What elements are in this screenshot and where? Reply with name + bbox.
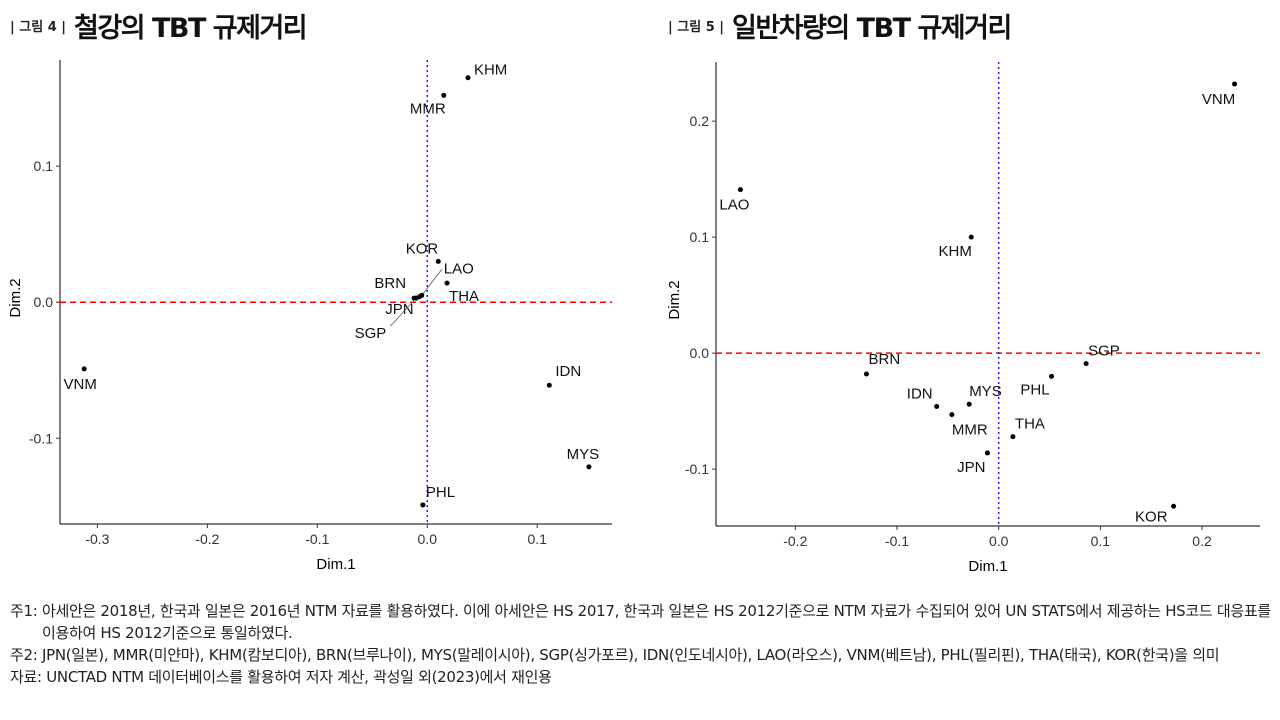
x-tick-label: 0.0 bbox=[989, 533, 1009, 549]
point-label: MMR bbox=[410, 100, 446, 117]
data-point bbox=[984, 450, 990, 456]
point-label: MMR bbox=[952, 422, 988, 439]
leader-line bbox=[389, 297, 417, 327]
point-label: KOR bbox=[406, 240, 439, 257]
point-label: LAO bbox=[719, 197, 749, 214]
x-tick-label: -0.2 bbox=[783, 533, 807, 549]
point-label: IDN bbox=[555, 363, 581, 380]
figure-title: 일반차량의 TBT 규제거리 bbox=[732, 13, 1012, 44]
data-point bbox=[968, 234, 974, 240]
notes: 주1: 아세안은 2018년, 한국과 일본은 2016년 NTM 자료를 활용… bbox=[10, 600, 1280, 688]
point-label: VNM bbox=[64, 376, 97, 393]
y-axis-label: Dim.2 bbox=[7, 278, 24, 317]
x-axis-label: Dim.1 bbox=[968, 558, 1007, 575]
point-label: SGP bbox=[355, 325, 387, 342]
note-2: 주2: JPN(일본), MMR(미얀마), KHM(캄보디아), BRN(브루… bbox=[10, 646, 1220, 664]
figure-title: 철강의 TBT 규제거리 bbox=[74, 13, 308, 44]
point-label: JPN bbox=[957, 459, 985, 476]
data-point bbox=[1232, 81, 1238, 87]
x-tick-label: -0.3 bbox=[85, 531, 109, 547]
data-point bbox=[1010, 434, 1016, 440]
point-label: SGP bbox=[1088, 343, 1120, 360]
data-point bbox=[441, 92, 447, 98]
x-tick-label: -0.2 bbox=[195, 531, 219, 547]
x-tick-label: 0.1 bbox=[527, 531, 547, 547]
source: 자료: UNCTAD NTM 데이터베이스를 활용하여 저자 계산, 곽성일 외… bbox=[10, 668, 552, 686]
data-point bbox=[966, 401, 972, 407]
point-label: JPN bbox=[385, 301, 413, 318]
x-tick-label: 0.2 bbox=[1192, 533, 1212, 549]
data-point bbox=[586, 464, 592, 470]
point-label: BRN bbox=[374, 275, 406, 292]
point-label: PHL bbox=[1020, 381, 1049, 398]
x-tick-label: -0.1 bbox=[885, 533, 909, 549]
point-label: KHM bbox=[939, 243, 972, 260]
point-label: KOR bbox=[1135, 508, 1168, 525]
point-label: IDN bbox=[907, 386, 933, 403]
data-point bbox=[81, 366, 87, 372]
point-label: BRN bbox=[868, 351, 900, 368]
y-tick-label: 0.1 bbox=[690, 229, 710, 245]
point-label: THA bbox=[449, 288, 479, 305]
point-label: MYS bbox=[567, 446, 600, 463]
x-axis-label: Dim.1 bbox=[316, 556, 355, 573]
point-label: VNM bbox=[1202, 91, 1235, 108]
data-point bbox=[420, 502, 426, 508]
charts: -0.3 -0.2 -0.1 0.0 0.1 0.1 0.0 -0.1 Dim.1 Dim.2 KH… bbox=[7, 60, 1260, 575]
y-tick-label: 0.0 bbox=[34, 294, 54, 310]
figure-tag: | 그림 5 | bbox=[668, 20, 725, 35]
x-tick-label: 0.0 bbox=[418, 531, 438, 547]
figure-tag: | 그림 4 | bbox=[10, 20, 67, 35]
data-point bbox=[1171, 503, 1177, 509]
data-point bbox=[949, 412, 955, 418]
y-tick-label: -0.1 bbox=[29, 430, 53, 446]
data-point bbox=[465, 75, 471, 81]
data-point bbox=[1049, 373, 1055, 379]
figure-5-header: | 그림 5 | 일반차량의 TBT 규제거리 bbox=[668, 6, 1012, 45]
data-point bbox=[737, 187, 743, 193]
y-axis-label: Dim.2 bbox=[666, 280, 683, 319]
note-1: 주1: 아세안은 2018년, 한국과 일본은 2016년 NTM 자료를 활용… bbox=[10, 602, 1271, 642]
point-label: MYS bbox=[969, 383, 1002, 400]
x-tick-label: -0.1 bbox=[305, 531, 329, 547]
y-tick-label: 0.2 bbox=[690, 113, 710, 129]
data-point bbox=[1083, 361, 1089, 367]
x-tick-label: 0.1 bbox=[1091, 533, 1111, 549]
y-tick-label: 0.1 bbox=[34, 158, 54, 174]
point-label: THA bbox=[1015, 416, 1045, 433]
y-tick-label: 0.0 bbox=[690, 345, 710, 361]
y-tick-label: -0.1 bbox=[685, 461, 709, 477]
data-point bbox=[413, 295, 419, 301]
data-point bbox=[934, 404, 940, 410]
data-point bbox=[444, 280, 450, 286]
leader-line bbox=[421, 269, 443, 296]
point-label: PHL bbox=[426, 484, 455, 501]
data-point bbox=[435, 258, 441, 264]
point-label: KHM bbox=[474, 62, 507, 79]
figure-4-header: | 그림 4 | 철강의 TBT 규제거리 bbox=[10, 6, 308, 45]
data-point bbox=[863, 371, 869, 377]
point-label: LAO bbox=[444, 260, 474, 277]
data-point bbox=[546, 382, 552, 388]
